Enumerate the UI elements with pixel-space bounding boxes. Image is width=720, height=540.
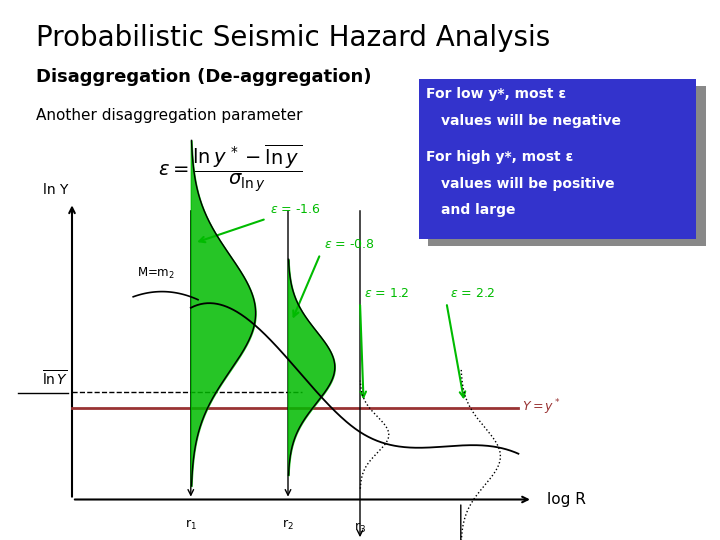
Text: values will be positive: values will be positive [441, 177, 614, 191]
Text: Disaggregation (De-aggregation): Disaggregation (De-aggregation) [36, 68, 372, 85]
Text: For low y*, most ε: For low y*, most ε [426, 87, 567, 102]
Text: $\varepsilon$ = 2.2: $\varepsilon$ = 2.2 [450, 287, 495, 300]
Text: $\varepsilon = \dfrac{\ln y^{\,*} - \overline{\ln y\,}}{\sigma_{\ln y}}$: $\varepsilon = \dfrac{\ln y^{\,*} - \ove… [158, 143, 302, 194]
Text: Another disaggregation parameter: Another disaggregation parameter [36, 108, 302, 123]
Text: values will be negative: values will be negative [441, 114, 621, 128]
Text: $Y = y^*$: $Y = y^*$ [522, 398, 561, 417]
Text: r$_2$: r$_2$ [282, 518, 294, 532]
Text: $\varepsilon$ = -1.6: $\varepsilon$ = -1.6 [270, 203, 320, 216]
FancyBboxPatch shape [419, 79, 696, 239]
Text: $\overline{\mathrm{ln}\,Y}$: $\overline{\mathrm{ln}\,Y}$ [42, 369, 68, 389]
Text: ln Y: ln Y [43, 183, 68, 197]
Text: and large: and large [441, 204, 515, 217]
Text: log R: log R [547, 492, 586, 507]
Text: M=m$_2$: M=m$_2$ [137, 266, 175, 281]
Text: Probabilistic Seismic Hazard Analysis: Probabilistic Seismic Hazard Analysis [36, 24, 550, 52]
Text: For high y*, most ε: For high y*, most ε [426, 150, 574, 164]
Text: r$_1$: r$_1$ [185, 518, 197, 532]
Text: $\varepsilon$ = 1.2: $\varepsilon$ = 1.2 [364, 287, 409, 300]
FancyBboxPatch shape [428, 86, 706, 246]
Text: $\varepsilon$ = -0.8: $\varepsilon$ = -0.8 [324, 238, 374, 251]
Text: r$_3$: r$_3$ [354, 521, 366, 535]
